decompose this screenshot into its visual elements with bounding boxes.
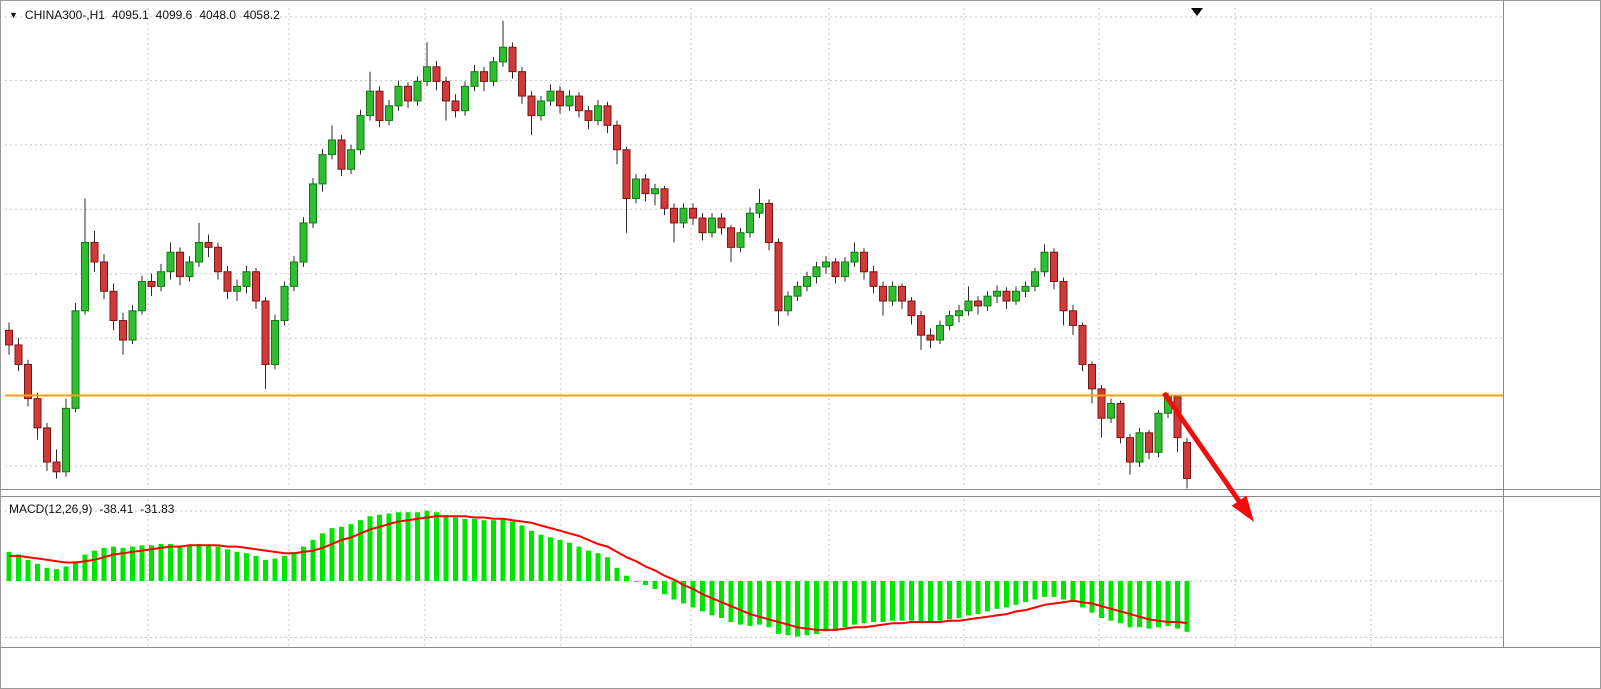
macd-signal-value: -31.83 bbox=[140, 502, 175, 516]
symbol-period-label: CHINA300-,H1 bbox=[24, 8, 105, 22]
ohlc-close: 4058.2 bbox=[243, 8, 280, 22]
ohlc-low: 4048.0 bbox=[199, 8, 237, 22]
macd-name-label: MACD(12,26,9) bbox=[9, 502, 93, 516]
chart-shift-marker[interactable] bbox=[1191, 8, 1203, 16]
ohlc-open: 4095.1 bbox=[111, 8, 149, 22]
price-axis[interactable]: 4531.0 4466.0 4400.0 4334.0 4268.0 4202.… bbox=[1502, 1, 1600, 649]
macd-signal-line bbox=[9, 515, 1188, 631]
time-axis[interactable]: 13 Jun 2022 17 Jun 01:30 23 Jun 01:30 29… bbox=[1, 649, 1600, 679]
chart-header: ▼ CHINA300-,H1 4095.1 4099.6 4048.0 4058… bbox=[9, 8, 280, 22]
macd-header: MACD(12,26,9) -38.41 -31.83 bbox=[9, 502, 174, 516]
ohlc-high: 4099.6 bbox=[155, 8, 193, 22]
macd-histogram bbox=[6, 510, 1190, 637]
grid-lines bbox=[5, 8, 1502, 646]
trend-arrow-object[interactable] bbox=[1161, 391, 1254, 522]
candlestick-series bbox=[5, 20, 1191, 489]
macd-main-value: -38.41 bbox=[99, 502, 134, 516]
symbol-dropdown-icon[interactable]: ▼ bbox=[9, 10, 18, 20]
panel-separators bbox=[1, 1, 1600, 648]
